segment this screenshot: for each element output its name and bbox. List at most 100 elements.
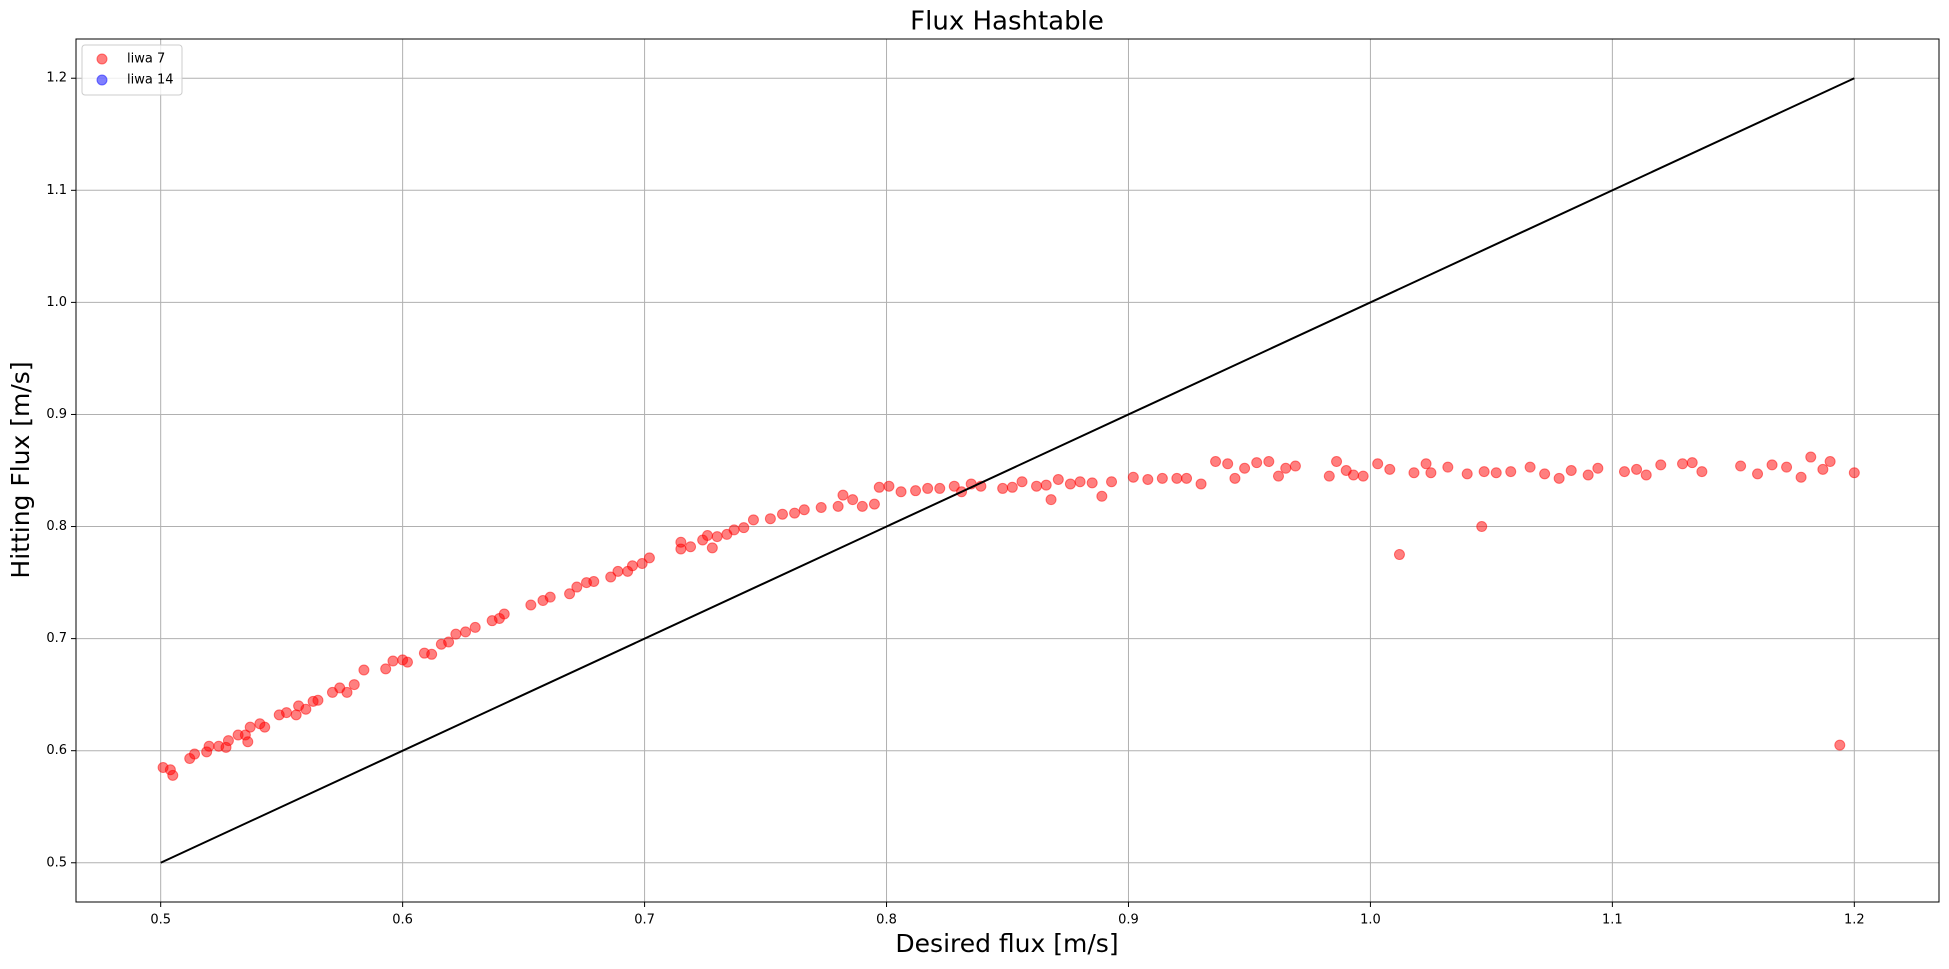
data-point (856, 500, 868, 512)
data-point (873, 481, 885, 493)
data-point (280, 707, 292, 719)
data-point (387, 655, 399, 667)
data-point (1006, 481, 1018, 493)
data-point (1263, 456, 1275, 468)
y-tick-label: 1.0 (46, 295, 67, 310)
data-point (706, 542, 718, 554)
data-point (312, 694, 324, 706)
data-point (1677, 458, 1689, 470)
data-point (1156, 472, 1168, 484)
data-point (789, 507, 801, 519)
y-tick-label: 0.7 (46, 631, 67, 646)
data-point (1524, 461, 1536, 473)
data-point (1031, 480, 1043, 492)
data-point (1127, 471, 1139, 483)
y-tick-label: 0.6 (46, 743, 67, 758)
data-point (728, 524, 740, 536)
data-point (244, 721, 256, 733)
data-point (895, 486, 907, 498)
data-point (469, 621, 481, 633)
data-point (922, 482, 934, 494)
data-point (1539, 468, 1551, 480)
legend-label: liwa 7 (127, 52, 165, 67)
data-point (1640, 469, 1652, 481)
data-point (1239, 462, 1251, 474)
data-point (290, 709, 302, 721)
data-point (1408, 467, 1420, 479)
data-point (358, 664, 370, 676)
data-point (1490, 467, 1502, 479)
data-point (588, 575, 600, 587)
x-axis-label: Desired flux [m/s] (895, 929, 1118, 958)
data-point (525, 599, 537, 611)
x-tick-label: 1.1 (1602, 913, 1623, 928)
data-point (701, 530, 713, 542)
data-point (341, 686, 353, 698)
data-point (203, 740, 215, 752)
data-point (1289, 460, 1301, 472)
data-point (837, 489, 849, 501)
data-point (259, 721, 271, 733)
data-point (1357, 470, 1369, 482)
y-tick-label: 0.5 (46, 855, 67, 870)
data-point (1476, 521, 1488, 533)
data-point (1210, 456, 1222, 468)
data-point (1272, 470, 1284, 482)
data-point (1016, 476, 1028, 488)
data-point (1222, 458, 1234, 470)
data-point (910, 485, 922, 497)
data-point (1686, 457, 1698, 469)
data-point (1280, 462, 1292, 474)
data-point (222, 735, 234, 747)
y-tick-label: 0.8 (46, 519, 67, 534)
data-point (1229, 472, 1241, 484)
legend-label: liwa 14 (127, 73, 174, 88)
data-point (1074, 476, 1086, 488)
data-point (1393, 549, 1405, 561)
data-point (776, 508, 788, 520)
data-point (1834, 739, 1846, 751)
data-point (738, 522, 750, 534)
data-point (847, 494, 859, 506)
data-point (764, 513, 776, 525)
data-point (1582, 469, 1594, 481)
data-point (711, 531, 723, 543)
x-tick-label: 0.6 (392, 913, 413, 928)
data-point (1478, 466, 1490, 478)
x-tick-label: 1.0 (1360, 913, 1381, 928)
data-point (380, 663, 392, 675)
x-tick-label: 0.8 (876, 913, 897, 928)
data-point (1064, 478, 1076, 490)
data-point (1086, 477, 1098, 489)
y-tick-label: 1.1 (46, 183, 67, 198)
data-point (1848, 467, 1860, 479)
data-point (1052, 473, 1064, 485)
data-point (1171, 472, 1183, 484)
data-point (883, 480, 895, 492)
data-point (1631, 463, 1643, 475)
data-point (1181, 472, 1193, 484)
data-point (1384, 463, 1396, 475)
x-tick-label: 0.7 (634, 913, 655, 928)
data-point (948, 480, 960, 492)
data-point (426, 648, 438, 660)
data-point (612, 565, 624, 577)
legend: liwa 7 liwa 14 (81, 44, 183, 96)
chart-title: Flux Hashtable (910, 7, 1104, 37)
data-point (1752, 468, 1764, 480)
data-point (1331, 456, 1343, 468)
x-tick-label: 0.5 (150, 913, 171, 928)
data-point (1592, 462, 1604, 474)
data-point (1505, 466, 1517, 478)
data-point (1781, 461, 1793, 473)
data-point (242, 736, 254, 748)
data-point (1347, 469, 1359, 481)
data-point (300, 703, 312, 715)
data-point (348, 679, 360, 691)
data-point (1106, 476, 1118, 488)
y-tick-label: 1.2 (46, 71, 67, 86)
data-point (1766, 459, 1778, 471)
data-point (685, 541, 697, 553)
data-point (605, 571, 617, 583)
